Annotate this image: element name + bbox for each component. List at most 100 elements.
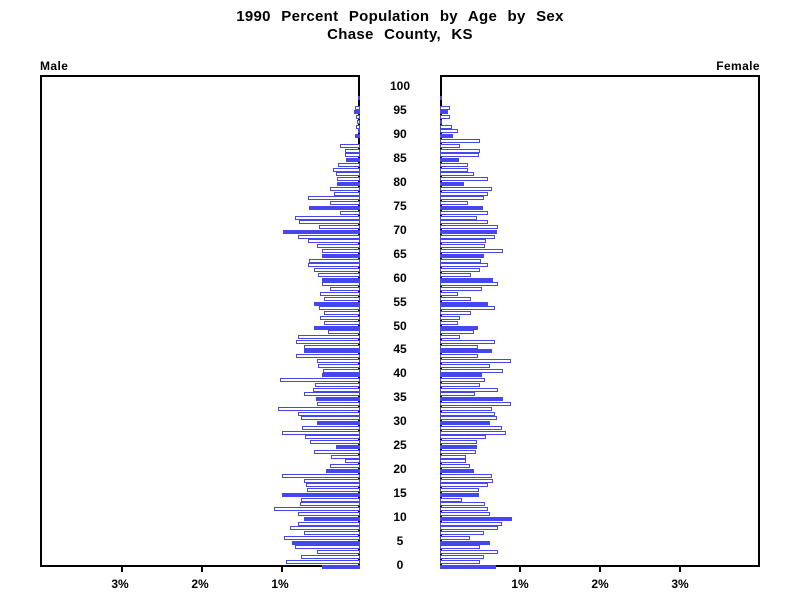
bar-female-age-87	[440, 148, 480, 153]
bar-male-age-33	[278, 406, 360, 411]
bar-male-age-61	[318, 272, 360, 277]
bar-female-age-80	[440, 182, 464, 187]
bar-female-age-5	[440, 540, 490, 545]
bar-female-age-8	[440, 526, 498, 531]
bar-male-age-14	[301, 497, 360, 502]
bar-male-age-17	[306, 483, 360, 488]
female-axis-tick-label-3pct: 3%	[671, 577, 689, 591]
bar-male-age-20	[326, 468, 360, 473]
bar-male-age-42	[318, 363, 360, 368]
bar-male-age-52	[320, 315, 360, 320]
bar-male-age-4	[295, 545, 360, 550]
bar-female-age-90	[440, 134, 453, 139]
bar-female-age-70	[440, 229, 497, 234]
bar-female-age-14	[440, 497, 462, 502]
bar-male-age-29	[302, 425, 360, 430]
bar-male-age-47	[296, 339, 360, 344]
age-label-95: 95	[393, 103, 407, 118]
bar-female-age-71	[440, 225, 498, 230]
bar-female-age-16	[440, 488, 479, 493]
bar-female-age-11	[440, 512, 490, 516]
female-axis-tick-3pct	[679, 565, 681, 572]
bar-male-age-80	[337, 182, 360, 187]
bar-female-age-95	[440, 110, 448, 115]
bar-male-age-34	[317, 402, 360, 407]
bar-male-age-36	[304, 392, 360, 397]
bar-female-age-29	[440, 425, 502, 430]
bar-female-age-88	[440, 143, 460, 148]
male-panel	[40, 75, 360, 572]
age-label-30: 30	[393, 414, 407, 429]
age-label-100: 100	[389, 79, 411, 94]
bar-male-age-69	[298, 234, 360, 239]
bar-female-age-32	[440, 411, 495, 416]
bar-male-age-25	[336, 445, 360, 450]
bar-male-age-15	[282, 492, 360, 497]
bar-female-age-21	[440, 464, 470, 469]
bar-male-age-32	[298, 411, 360, 416]
bar-male-age-74	[340, 210, 360, 215]
age-label-90: 90	[393, 127, 407, 142]
age-label-85: 85	[393, 151, 407, 166]
bar-female-age-92	[440, 124, 452, 129]
bar-female-age-63	[440, 263, 488, 268]
age-label-0: 0	[396, 557, 404, 572]
bar-female-age-73	[440, 215, 477, 220]
bar-male-age-95	[354, 110, 360, 115]
bar-female-age-13	[440, 502, 485, 507]
age-label-5: 5	[396, 533, 404, 548]
bar-male-age-2	[301, 555, 360, 560]
bar-female-age-48	[440, 335, 460, 340]
bar-male-age-6	[284, 535, 360, 540]
age-label-55: 55	[393, 294, 407, 309]
bar-female-age-18	[440, 478, 493, 483]
bar-female-age-82	[440, 172, 474, 177]
bar-female-age-47	[440, 339, 495, 344]
bar-female-age-30	[440, 421, 490, 426]
bar-male-age-48	[298, 335, 360, 340]
bar-female-age-44	[440, 354, 478, 359]
bar-female-age-9	[440, 521, 502, 526]
bar-male-age-90	[355, 134, 360, 139]
bar-male-age-86	[345, 153, 360, 158]
bar-female-age-59	[440, 282, 498, 287]
bar-male-age-10	[304, 516, 360, 521]
bar-male-age-77	[308, 196, 360, 201]
female-axis-tick-1pct	[519, 565, 521, 572]
female-axis-tick-label-1pct: 1%	[511, 577, 529, 591]
bar-male-age-64	[309, 258, 360, 263]
bar-female-age-24	[440, 449, 476, 454]
bar-male-age-13	[300, 502, 360, 507]
bar-female-age-17	[440, 483, 488, 488]
bar-male-age-62	[314, 268, 360, 273]
bar-female-age-52	[440, 315, 460, 320]
bar-male-age-21	[330, 464, 360, 469]
female-axis-tick-2pct	[599, 565, 601, 572]
bar-female-age-40	[440, 373, 482, 378]
bar-female-age-58	[440, 287, 482, 292]
bar-female-age-65	[440, 253, 484, 258]
bar-male-age-71	[319, 225, 360, 230]
bar-male-age-54	[319, 306, 360, 311]
bar-male-age-53	[324, 311, 360, 316]
bar-male-age-85	[346, 158, 360, 163]
bar-female-age-61	[440, 272, 471, 277]
bar-male-age-9	[298, 521, 360, 526]
bar-male-age-8	[290, 526, 360, 531]
bar-male-age-3	[317, 550, 360, 555]
bar-male-age-82	[336, 172, 360, 177]
bar-male-age-73	[295, 215, 360, 220]
bar-female-age-94	[440, 115, 450, 120]
bar-female-age-3	[440, 550, 498, 555]
female-panel	[440, 75, 760, 572]
bar-male-age-88	[340, 143, 360, 148]
bar-female-age-19	[440, 473, 492, 478]
bar-male-age-63	[308, 263, 360, 268]
bar-female-age-2	[440, 555, 484, 560]
bar-male-age-84	[338, 162, 360, 167]
bar-female-age-89	[440, 139, 480, 143]
bar-male-age-43	[317, 358, 360, 363]
bar-female-age-7	[440, 531, 484, 536]
male-panel-label: Male	[40, 59, 69, 73]
bar-female-age-22	[440, 459, 466, 464]
